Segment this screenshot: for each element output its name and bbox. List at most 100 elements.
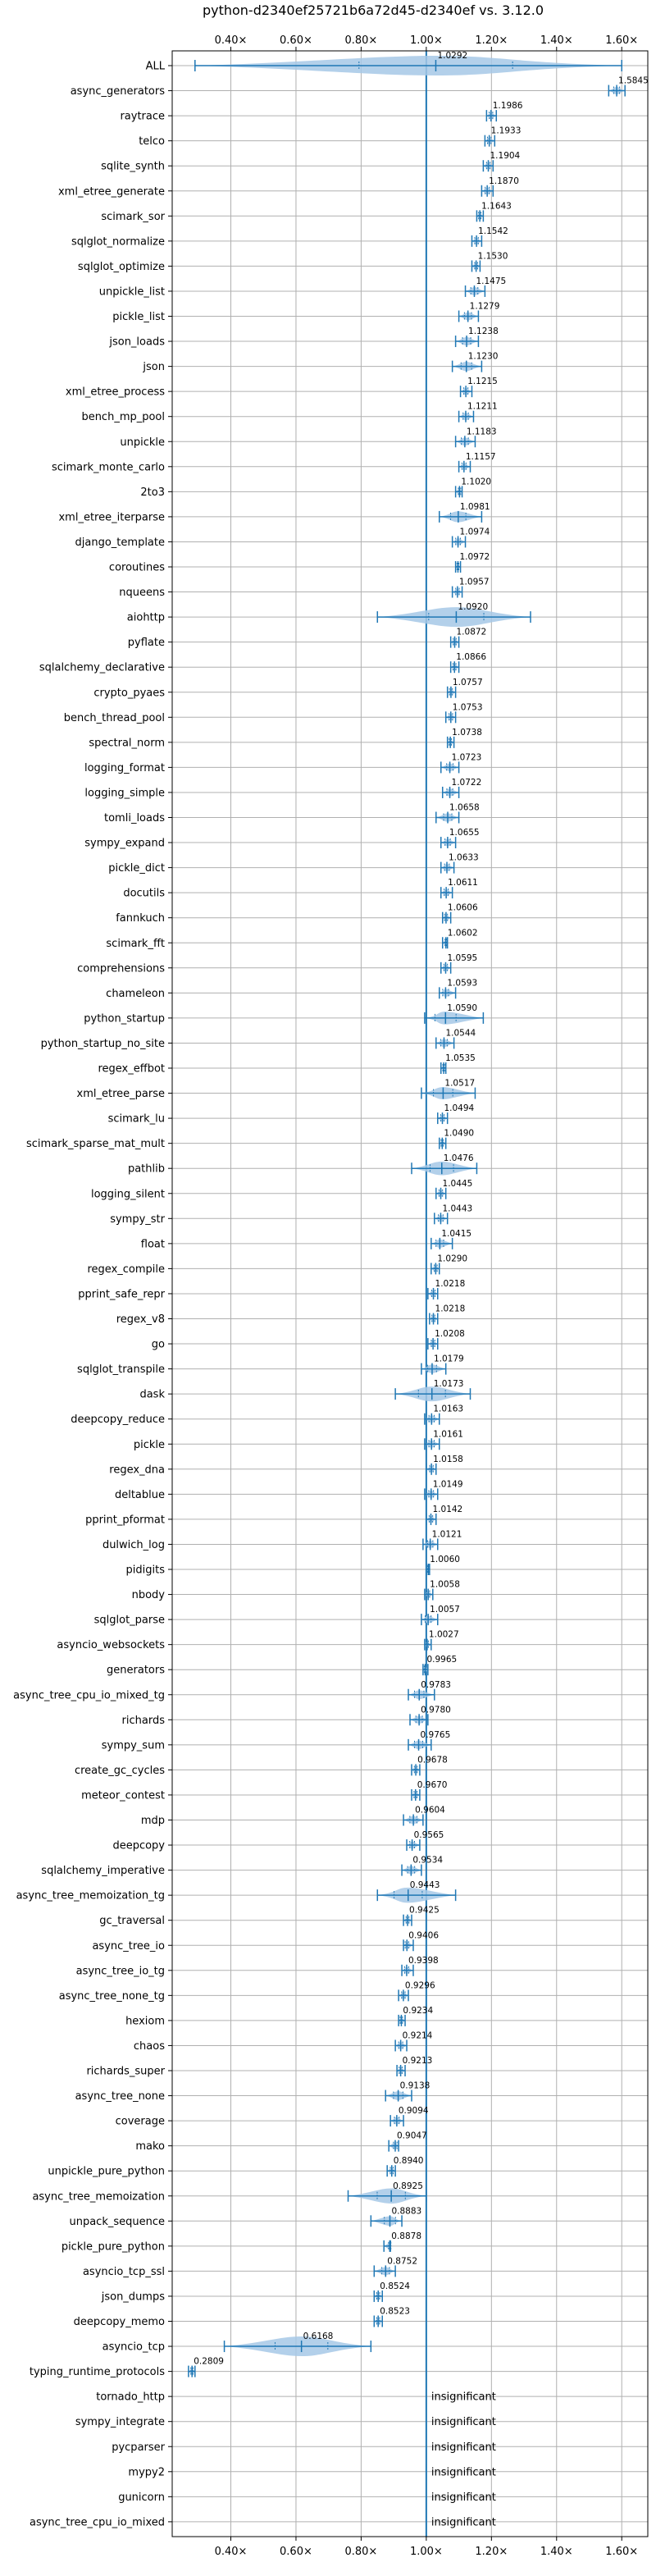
violin-mark — [424, 1488, 439, 1500]
violin-mark — [398, 1989, 409, 2002]
value-label: 1.0149 — [433, 1479, 463, 1489]
category-label: logging_silent — [91, 1188, 165, 1200]
violin-mark — [383, 2240, 392, 2252]
category-label: pprint_pformat — [85, 1514, 165, 1526]
value-label: 1.0957 — [459, 578, 490, 587]
category-label: mypy2 — [128, 2466, 165, 2478]
value-label: 0.9678 — [417, 1755, 448, 1765]
category-label: regex_dna — [109, 1464, 165, 1476]
tick-layer: 0.40× 0.40× 0.60× 0.60× 0.80× 0.80× 1.00× 1.00×… — [13, 34, 638, 2558]
value-label: 1.0290 — [437, 1254, 467, 1263]
value-label: 1.1020 — [461, 477, 491, 486]
category-label: pickle_list — [112, 311, 165, 323]
violin-mark — [454, 436, 476, 448]
violin-mark — [424, 1413, 440, 1425]
violin-mark — [390, 2115, 404, 2127]
category-label: pycparser — [112, 2441, 165, 2454]
category-label: sympy_integrate — [75, 2416, 165, 2428]
violin-mark — [446, 686, 457, 698]
category-label: tomli_loads — [104, 812, 165, 824]
category-label: scimark_sparse_mat_mult — [26, 1138, 165, 1150]
label-layer: 1.0292 1.5845 1.1986 1.1933 1.1904 1.1870 1.16… — [194, 51, 649, 2528]
category-label: unpickle_list — [99, 285, 165, 298]
category-label: sqlalchemy_imperative — [41, 1865, 165, 1877]
value-label: 0.8883 — [391, 2206, 421, 2216]
category-label: pathlib — [128, 1163, 165, 1176]
violin-mark — [454, 561, 462, 573]
value-label: 1.0027 — [429, 1630, 459, 1640]
value-label: 1.0415 — [441, 1229, 472, 1239]
value-label: 1.0158 — [433, 1455, 463, 1464]
category-label: async_tree_cpu_io_mixed_tg — [13, 1689, 165, 1701]
x-tick-label-bottom: 1.40× — [540, 2546, 573, 2558]
value-label: 1.0633 — [449, 853, 479, 863]
violin-mark — [441, 911, 452, 924]
category-label: json — [142, 361, 165, 373]
violin-mark — [403, 1939, 414, 1952]
x-tick-label-top: 0.80× — [344, 34, 377, 47]
violin-mark — [440, 887, 453, 899]
violin-mark — [440, 761, 460, 774]
category-label: raytrace — [120, 111, 165, 123]
violin-mark — [451, 536, 467, 548]
x-tick-label-bottom: 1.60× — [605, 2546, 638, 2558]
value-label: 1.1475 — [476, 276, 506, 286]
value-label: 1.1230 — [468, 352, 499, 362]
category-label: regex_compile — [87, 1263, 165, 1276]
violin-mark — [454, 486, 463, 498]
value-label: 1.1870 — [489, 176, 519, 186]
violin-mark — [411, 1788, 421, 1801]
value-label: 1.0753 — [453, 702, 483, 712]
value-label: 1.0972 — [459, 552, 490, 562]
violin-mark — [464, 285, 486, 297]
violin-mark — [409, 1714, 429, 1726]
x-tick-label-bottom: 1.20× — [475, 2546, 508, 2558]
category-label: generators — [107, 1665, 165, 1677]
category-label: logging_simple — [84, 787, 165, 799]
violin-mark — [370, 2215, 403, 2227]
category-label: unpickle — [120, 436, 165, 449]
value-label: 1.0590 — [447, 1003, 477, 1013]
value-label: 0.8524 — [380, 2281, 410, 2291]
category-label: docutils — [123, 888, 165, 900]
category-label: sqlglot_transpile — [77, 1363, 165, 1376]
x-tick-label-bottom: 0.40× — [215, 2546, 248, 2558]
value-label: 1.0161 — [433, 1429, 463, 1439]
category-label: async_tree_io_tg — [76, 1965, 165, 1977]
x-tick-label-top: 1.40× — [540, 34, 573, 47]
value-label: 1.1904 — [490, 151, 521, 161]
value-label: 0.9765 — [421, 1730, 451, 1740]
value-label: 1.0142 — [433, 1505, 463, 1514]
category-label: typing_runtime_protocols — [30, 2366, 165, 2378]
value-label: 0.8925 — [393, 2181, 423, 2191]
value-label: 1.0723 — [452, 752, 482, 762]
category-label: scimark_sor — [101, 211, 165, 223]
value-label: 1.5845 — [618, 76, 649, 86]
category-label: async_tree_cpu_io_mixed — [30, 2516, 165, 2528]
x-tick-label-bottom: 0.60× — [280, 2546, 312, 2558]
violin-mark — [408, 1738, 432, 1751]
x-tick-label-top: 1.60× — [605, 34, 638, 47]
category-label: pickle — [134, 1439, 165, 1451]
category-label: bench_mp_pool — [81, 411, 165, 423]
value-label: 0.8878 — [391, 2231, 421, 2241]
category-label: deepcopy — [112, 1840, 165, 1852]
value-label: 0.9780 — [421, 1705, 451, 1715]
value-label: 0.9047 — [397, 2131, 427, 2141]
category-label: richards_super — [86, 2066, 165, 2078]
category-label: sqlglot_normalize — [71, 235, 165, 248]
value-label: 1.0208 — [435, 1329, 465, 1339]
violin-mark — [427, 1287, 439, 1299]
violin-mark — [373, 2315, 383, 2327]
category-label: spectral_norm — [89, 737, 165, 749]
value-label: 0.9783 — [421, 1680, 451, 1690]
violin-mark — [388, 2140, 399, 2152]
category-label: asyncio_websockets — [57, 1639, 165, 1651]
violin-mark — [376, 1887, 457, 1903]
category-label: crypto_pyaes — [93, 687, 165, 699]
violin-mark — [411, 1161, 478, 1176]
violin-mark — [440, 961, 452, 974]
category-label: meteor_contest — [81, 1789, 165, 1802]
category-label: aiohttp — [127, 612, 165, 624]
category-label: nbody — [132, 1589, 166, 1601]
